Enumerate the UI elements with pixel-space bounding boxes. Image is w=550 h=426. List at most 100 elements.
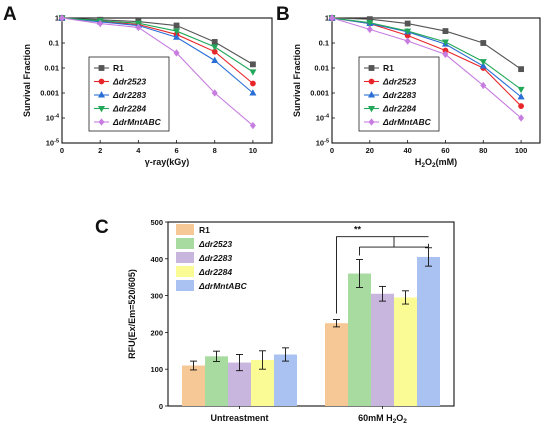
panel-a-x-tick-label: 4 bbox=[136, 146, 141, 155]
panel-b-legend-marker bbox=[367, 106, 376, 113]
panel-c-legend-label: ΔdrMntABC bbox=[198, 281, 248, 291]
panel-a-series-1-point bbox=[173, 22, 180, 29]
panel-a-series-4-point bbox=[249, 69, 257, 76]
panel-a-series-5-point bbox=[97, 19, 104, 28]
panel-c-category-label: 60mM H2O2 bbox=[358, 413, 407, 425]
panel-b-y-tick-label: 10-4 bbox=[316, 114, 330, 123]
panel-a-y-tick-label: 0.1 bbox=[49, 39, 59, 48]
panel-b-series-4-point bbox=[441, 39, 449, 46]
panel-c: C 0 100 200 300 400 500 RFU(Ex/Em=520/605) Untr… bbox=[95, 217, 455, 425]
panel-c-bar bbox=[228, 362, 251, 406]
panel-b-x-tick-label: 20 bbox=[366, 146, 374, 155]
panel-a-series-5-point bbox=[249, 121, 256, 130]
panel-b-x-axis-title: H2O2(mM) bbox=[415, 157, 457, 169]
panel-b-series-1-point bbox=[442, 28, 449, 34]
panel-c-legend-label: Δdr2523 bbox=[198, 239, 232, 249]
panel-a-series-5-point bbox=[211, 89, 218, 97]
panel-a-series-1-line bbox=[61, 17, 254, 65]
panel-a-series-1-point bbox=[211, 39, 218, 45]
panel-a-series-1-point bbox=[250, 61, 256, 68]
panel-a: A 0 2 4 6 8 10 1 0.1 0.01 0.001 10-4 10-5 Survival F… bbox=[3, 4, 273, 167]
panel-c-significance-bracket bbox=[336, 236, 429, 314]
panel-a-y-tick-label: 0.01 bbox=[44, 64, 59, 73]
panel-c-significance-label: ** bbox=[354, 225, 362, 235]
panel-c-y-tick-label: 0 bbox=[159, 402, 163, 411]
panel-a-legend-label: ΔdrMntABC bbox=[112, 117, 162, 127]
panel-c-plot-frame bbox=[167, 221, 455, 407]
panel-b-series-1-line bbox=[331, 17, 522, 70]
panel-b-legend-label: Δdr2284 bbox=[382, 104, 416, 114]
panel-c-bar bbox=[274, 354, 297, 406]
panel-b-series-4-point bbox=[404, 28, 412, 35]
panel-b-series-4-line bbox=[331, 17, 522, 90]
panel-a-series-3-point bbox=[211, 56, 219, 63]
panel-b-series-5-point bbox=[518, 114, 525, 122]
panel-c-y-tick-label: 200 bbox=[150, 328, 163, 337]
panel-b-series-5-point bbox=[480, 81, 487, 90]
panel-c-bar bbox=[417, 256, 440, 406]
panel-c-bar bbox=[325, 323, 348, 406]
panel-c-bar bbox=[394, 297, 417, 406]
panel-a-series-4-point bbox=[211, 44, 219, 51]
panel-c-legend-swatch bbox=[176, 238, 194, 249]
panel-c-legend-label: R1 bbox=[199, 225, 210, 235]
panel-c-bar bbox=[348, 273, 371, 406]
panel-b-series-3-line bbox=[331, 17, 522, 98]
panel-b-y-tick-label: 0.01 bbox=[314, 64, 329, 73]
panel-b-legend-label: Δdr2523 bbox=[382, 77, 416, 87]
panel-a-series-4-line bbox=[61, 17, 254, 73]
panel-b-series-4-point bbox=[479, 59, 487, 66]
panel-b-series-5-line bbox=[331, 17, 522, 119]
panel-b-legend-marker bbox=[368, 78, 375, 85]
panel-a-legend-label: Δdr2283 bbox=[112, 90, 146, 100]
panel-a-x-tick-label: 6 bbox=[174, 146, 178, 155]
panel-a-x-tick-label: 0 bbox=[60, 146, 64, 155]
panel-b-series-5-point bbox=[404, 37, 411, 45]
panel-c-significance-bracket bbox=[359, 236, 429, 256]
panel-b-y-tick-label: 10-5 bbox=[316, 139, 329, 148]
panel-b-series-1-point bbox=[404, 20, 411, 27]
panel-a-legend-label: R1 bbox=[113, 63, 124, 73]
panel-c-legend-swatch bbox=[176, 224, 194, 235]
panel-c-y-tick-label: 300 bbox=[150, 292, 163, 301]
panel-b-series-3-point bbox=[517, 93, 525, 100]
panel-c-letter: C bbox=[95, 217, 109, 238]
panel-c-bar bbox=[371, 293, 394, 406]
panel-c-y-tick-label: 100 bbox=[150, 365, 163, 374]
panel-a-series-3-line bbox=[61, 17, 254, 94]
panel-b-series-4-point bbox=[517, 86, 525, 94]
panel-b-series-3-point bbox=[479, 62, 487, 69]
panel-c-legend-label: Δdr2283 bbox=[198, 253, 232, 263]
panel-b-x-tick-label: 60 bbox=[441, 146, 449, 155]
panel-a-x-tick-label: 2 bbox=[98, 146, 102, 155]
panel-c-y-tick-label: 400 bbox=[150, 255, 163, 264]
panel-b-x-tick-label: 0 bbox=[330, 146, 334, 155]
panel-a-x-tick-label: 8 bbox=[213, 146, 217, 155]
panel-b-series-2-point bbox=[518, 103, 524, 109]
panel-b-x-tick-label: 80 bbox=[479, 146, 487, 155]
panel-b-series-1-point bbox=[480, 40, 487, 46]
panel-c-y-axis-title: RFU(Ex/Em=520/605) bbox=[127, 269, 137, 359]
panel-a-series-5-point bbox=[59, 14, 65, 22]
panel-a-series-3-point bbox=[173, 33, 181, 40]
panel-a-series-3-point bbox=[249, 89, 257, 96]
panel-a-y-tick-label: 1 bbox=[55, 14, 59, 23]
panel-b-series-5-point bbox=[329, 14, 335, 22]
panel-a-y-axis-title: Survival Fraction bbox=[22, 44, 32, 117]
panel-b-legend-marker bbox=[367, 91, 376, 98]
panel-b-x-tick-label: 40 bbox=[403, 146, 411, 155]
panel-c-bar bbox=[182, 365, 205, 406]
panel-b-series-1-point bbox=[518, 66, 524, 73]
panel-a-legend-marker bbox=[97, 106, 106, 113]
panel-a-legend-marker bbox=[98, 118, 105, 126]
panel-a-x-axis-title: γ-ray(kGy) bbox=[145, 157, 190, 167]
panel-b-series-5-point bbox=[442, 50, 449, 59]
panel-a-series-4-point bbox=[173, 28, 181, 35]
panel-a-legend-label: Δdr2284 bbox=[112, 104, 146, 114]
panel-c-y-tick-label: 500 bbox=[150, 218, 163, 227]
panel-a-legend-marker bbox=[97, 91, 106, 98]
panel-b-y-tick-label: 0.001 bbox=[310, 89, 329, 98]
panel-c-bar bbox=[205, 356, 228, 406]
panel-b-x-tick-label: 100 bbox=[515, 146, 528, 155]
